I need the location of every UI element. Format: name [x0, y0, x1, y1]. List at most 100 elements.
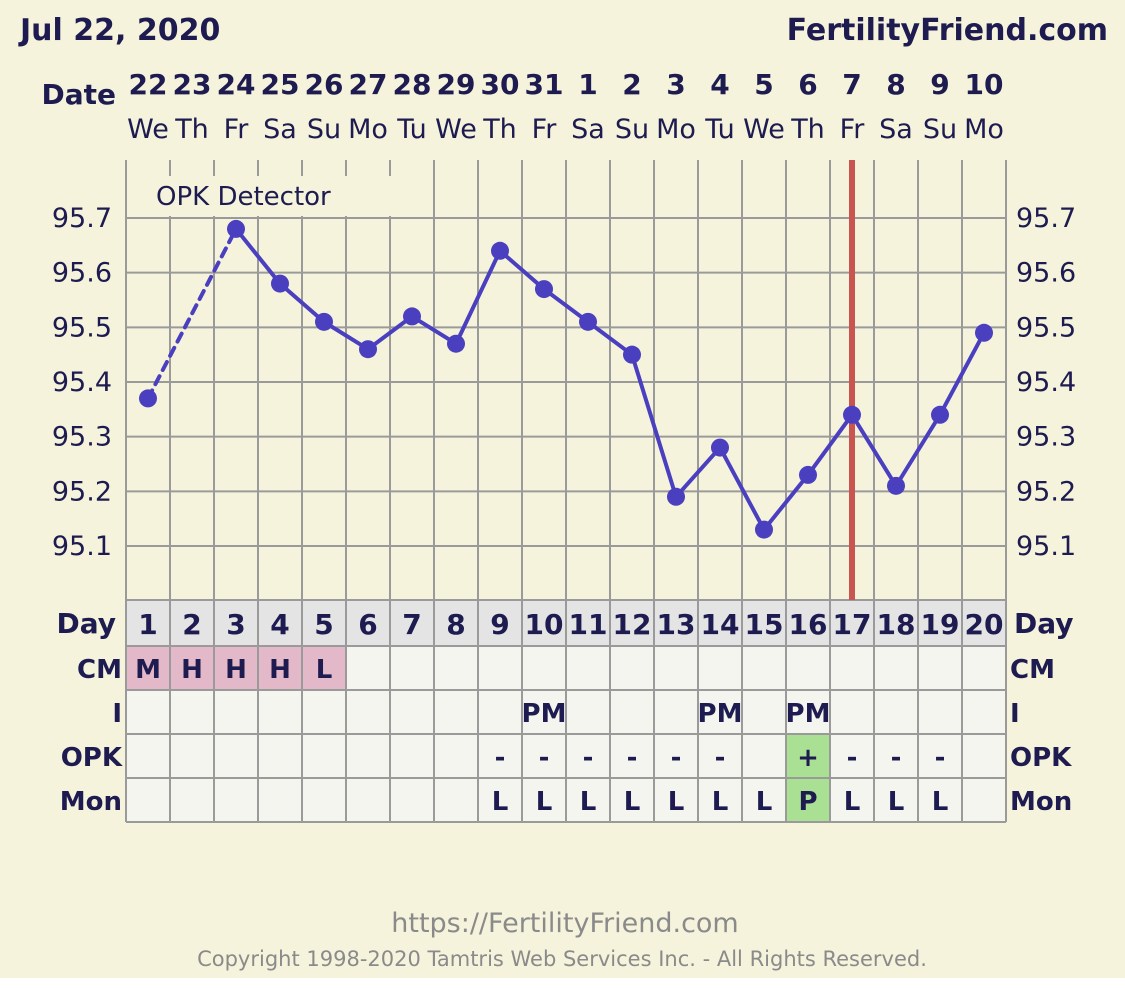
- mon-value: L: [712, 787, 729, 817]
- temperature-segment: [234, 226, 282, 286]
- opk-value: -: [935, 743, 946, 773]
- temperature-point: [139, 389, 157, 408]
- day-number: 10: [525, 608, 564, 641]
- day-number: 2: [182, 608, 201, 641]
- temperature-point: [535, 280, 553, 299]
- weekday-label: Tu: [396, 114, 427, 145]
- day-number: 16: [789, 608, 828, 641]
- mon-value: L: [844, 787, 861, 817]
- temperature-point: [315, 312, 333, 331]
- cm-cell-highlight: [258, 646, 302, 690]
- site-name: FertilityFriend.com: [787, 13, 1108, 48]
- temperature-segment: [718, 445, 766, 532]
- opk-row-label-left: OPK: [61, 743, 123, 773]
- footer-url: https://FertilityFriend.com: [391, 908, 738, 939]
- weekday-label: Th: [174, 114, 209, 145]
- weekday-label: Fr: [224, 114, 250, 145]
- y-tick-label-right: 95.3: [1016, 422, 1076, 453]
- y-tick-label-right: 95.7: [1016, 203, 1076, 234]
- footer-strip: [0, 978, 1125, 988]
- day-number: 3: [226, 608, 245, 641]
- day-number: 7: [402, 608, 421, 641]
- day-number: 17: [833, 608, 872, 641]
- y-tick-label-left: 95.3: [52, 422, 112, 453]
- weekday-label: We: [127, 114, 169, 145]
- date-axis-labels: 22We23Th24Fr25Sa26Su27Mo28Tu29We30Th31Fr…: [127, 68, 1004, 145]
- weekday-label: Su: [307, 114, 341, 145]
- footer-copyright: Copyright 1998-2020 Tamtris Web Services…: [197, 947, 927, 971]
- chart-grid: [125, 160, 1007, 823]
- y-tick-label-right: 95.4: [1016, 367, 1076, 398]
- mon-value: L: [932, 787, 949, 817]
- y-tick-label-left: 95.4: [52, 367, 112, 398]
- temperature-point: [579, 312, 597, 331]
- temperature-point: [931, 405, 949, 424]
- row-values: 1 2 3 4 5 6 7 8 9 10 11 12 13 14 15 16 17 18 19 20M H H H LPM PM…: [135, 608, 1003, 817]
- cm-cell-highlight: [126, 646, 170, 690]
- chart-date-title: Jul 22, 2020: [18, 13, 220, 48]
- opk-value: -: [627, 743, 638, 773]
- mon-value: L: [536, 787, 553, 817]
- weekday-label: Th: [790, 114, 825, 145]
- date-label: 23: [173, 68, 212, 101]
- mon-value: L: [580, 787, 597, 817]
- cm-cell-highlight: [170, 646, 214, 690]
- y-tick-label-right: 95.5: [1016, 312, 1076, 343]
- cm-value: H: [225, 655, 247, 685]
- weekday-label: We: [743, 114, 785, 145]
- temperature-segment: [894, 412, 942, 488]
- mon-value: P: [798, 787, 817, 817]
- cm-row-label-right: CM: [1010, 655, 1055, 685]
- i-row-label-left: I: [112, 699, 122, 729]
- temperature-point: [711, 438, 729, 457]
- weekday-label: We: [435, 114, 477, 145]
- temperature-point: [755, 520, 773, 539]
- cm-value: L: [316, 655, 333, 685]
- temperature-point: [491, 241, 509, 260]
- date-label: 30: [481, 68, 520, 101]
- opk-value: -: [583, 743, 594, 773]
- day-number: 11: [569, 608, 608, 641]
- day-row-label-right: Day: [1014, 607, 1074, 640]
- y-tick-label-left: 95.2: [52, 476, 112, 507]
- date-label: 28: [393, 68, 432, 101]
- cm-value: H: [181, 655, 203, 685]
- temperature-point: [447, 334, 465, 353]
- temperature-segment: [630, 352, 678, 499]
- day-number: 1: [138, 608, 157, 641]
- y-tick-label-left: 95.5: [52, 312, 112, 343]
- mon-value: L: [624, 787, 641, 817]
- date-label: 8: [886, 68, 905, 101]
- mon-cell-highlight: [786, 778, 830, 822]
- date-label: 1: [578, 68, 597, 101]
- date-label: 6: [798, 68, 817, 101]
- temperature-point: [887, 476, 905, 495]
- opk-value: -: [891, 743, 902, 773]
- opk-value: -: [495, 743, 506, 773]
- y-tick-label-right: 95.6: [1016, 258, 1076, 289]
- day-number: 8: [446, 608, 465, 641]
- mon-value: L: [668, 787, 685, 817]
- weekday-label: Sa: [879, 114, 913, 145]
- date-label: 10: [965, 68, 1004, 101]
- weekday-label: Th: [482, 114, 517, 145]
- y-tick-label-left: 95.7: [52, 203, 112, 234]
- i-value: PM: [698, 699, 743, 729]
- date-label: 5: [754, 68, 773, 101]
- opk-value: -: [539, 743, 550, 773]
- temperature-segment: [498, 248, 546, 292]
- y-axis-labels: 95.7 95.7 95.6 95.6 95.5 95.5 95.4 95.4 95.3 95.3…: [52, 203, 1076, 562]
- opk-row-label-right: OPK: [1010, 743, 1072, 773]
- weekday-label: Sa: [263, 114, 297, 145]
- temperature-point: [623, 345, 641, 364]
- temperature-segment: [586, 319, 634, 357]
- day-number: 4: [270, 608, 289, 641]
- date-label: 24: [217, 68, 256, 101]
- weekday-label: Su: [615, 114, 649, 145]
- y-tick-label-left: 95.6: [52, 258, 112, 289]
- weekday-label: Fr: [840, 114, 866, 145]
- day-number: 15: [745, 608, 784, 641]
- temperature-point: [975, 323, 993, 342]
